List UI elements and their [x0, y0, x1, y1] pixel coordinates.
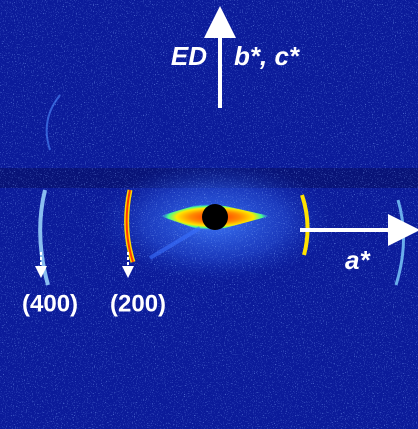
diffraction-pattern: ED b*, c* a* (400) (200)	[0, 0, 418, 429]
page: ED b*, c* a* (400) (200) (() => { const …	[0, 0, 418, 429]
horizontal-axis-label: a*	[345, 245, 371, 275]
peak-200-label: (200)	[110, 290, 166, 317]
ed-label: ED	[171, 41, 207, 71]
vertical-axis-label: b*, c*	[234, 41, 301, 71]
beamstop	[202, 204, 228, 230]
peak-400-label: (400)	[22, 290, 78, 317]
